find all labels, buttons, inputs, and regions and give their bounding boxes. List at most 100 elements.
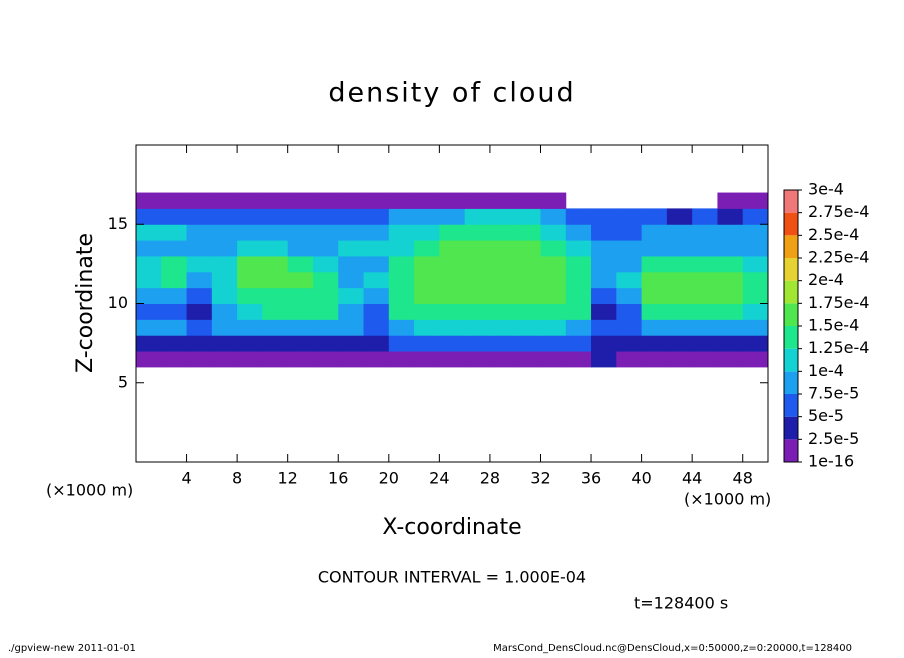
cell <box>591 208 617 225</box>
cell <box>616 287 643 304</box>
x-tick-label: 4 <box>181 469 191 488</box>
cell <box>211 271 238 289</box>
x-tick-label: 48 <box>733 469 753 488</box>
colorbar-label: 1e-16 <box>808 452 854 471</box>
cell <box>186 192 213 209</box>
cell <box>666 224 693 241</box>
cell <box>338 351 365 368</box>
cell <box>591 271 617 289</box>
cell <box>742 303 769 320</box>
cell <box>540 255 567 273</box>
cell <box>312 240 339 257</box>
cell <box>515 319 541 336</box>
cell <box>312 319 339 336</box>
cell <box>211 224 238 241</box>
cell <box>338 335 365 352</box>
cell <box>414 303 440 320</box>
cell <box>692 351 718 368</box>
cell <box>161 303 188 320</box>
cell <box>565 271 592 289</box>
cell <box>186 335 213 352</box>
cell <box>616 319 643 336</box>
cell <box>136 271 162 289</box>
colorbar-swatch <box>784 371 798 394</box>
cell <box>186 224 213 241</box>
cell <box>717 351 744 368</box>
cell <box>666 271 693 289</box>
cell <box>136 335 162 352</box>
cell <box>464 351 491 368</box>
x-tick-label: 20 <box>379 469 399 488</box>
cell <box>742 208 769 225</box>
cell <box>287 271 314 289</box>
cell <box>666 255 693 273</box>
cell <box>136 224 162 241</box>
cell <box>211 351 238 368</box>
cell <box>565 319 592 336</box>
cell <box>565 287 592 304</box>
cell <box>211 255 238 273</box>
colorbar-swatch <box>784 303 798 326</box>
cell <box>666 319 693 336</box>
cell <box>515 240 541 257</box>
x-tick-label: 12 <box>278 469 298 488</box>
cell <box>414 192 440 209</box>
cell <box>515 224 541 241</box>
cell <box>692 335 718 352</box>
colorbar-label: 2.5e-4 <box>808 225 859 244</box>
cell <box>565 224 592 241</box>
cell <box>237 224 263 241</box>
colorbar-swatch <box>784 258 798 281</box>
cell <box>717 192 744 209</box>
cell <box>641 255 668 273</box>
cell <box>237 255 263 273</box>
cell <box>186 319 213 336</box>
colorbar-swatch <box>784 235 798 258</box>
colorbar-swatch <box>784 212 798 236</box>
field <box>136 192 769 368</box>
cell <box>262 271 289 289</box>
cell <box>287 192 314 209</box>
cell <box>641 303 668 320</box>
x-unit: (×1000 m) <box>684 490 771 509</box>
cell <box>211 303 238 320</box>
cell <box>692 224 718 241</box>
cell <box>287 287 314 304</box>
cell <box>338 287 365 304</box>
cell <box>515 255 541 273</box>
cell <box>515 351 541 368</box>
cell <box>161 287 188 304</box>
cell <box>717 240 744 257</box>
cell <box>388 319 415 336</box>
cell <box>591 319 617 336</box>
cell <box>262 192 289 209</box>
cell <box>565 335 592 352</box>
cell <box>338 255 365 273</box>
cell <box>565 240 592 257</box>
cell <box>439 303 466 320</box>
cell <box>439 335 466 352</box>
cell <box>388 271 415 289</box>
cell <box>666 208 693 225</box>
cell <box>439 224 466 241</box>
cell <box>287 224 314 241</box>
cell <box>464 303 491 320</box>
cell <box>641 287 668 304</box>
cell <box>237 287 263 304</box>
cell <box>338 303 365 320</box>
cell <box>742 351 769 368</box>
cell <box>161 351 188 368</box>
cell <box>692 287 718 304</box>
cell <box>363 255 390 273</box>
cell <box>641 208 668 225</box>
cell <box>136 255 162 273</box>
cell <box>136 287 162 304</box>
cell <box>136 351 162 368</box>
cell <box>692 240 718 257</box>
cell <box>237 351 263 368</box>
cell <box>540 351 567 368</box>
cell <box>186 255 213 273</box>
cell <box>464 255 491 273</box>
cell <box>161 240 188 257</box>
colorbar-swatch <box>784 348 798 372</box>
